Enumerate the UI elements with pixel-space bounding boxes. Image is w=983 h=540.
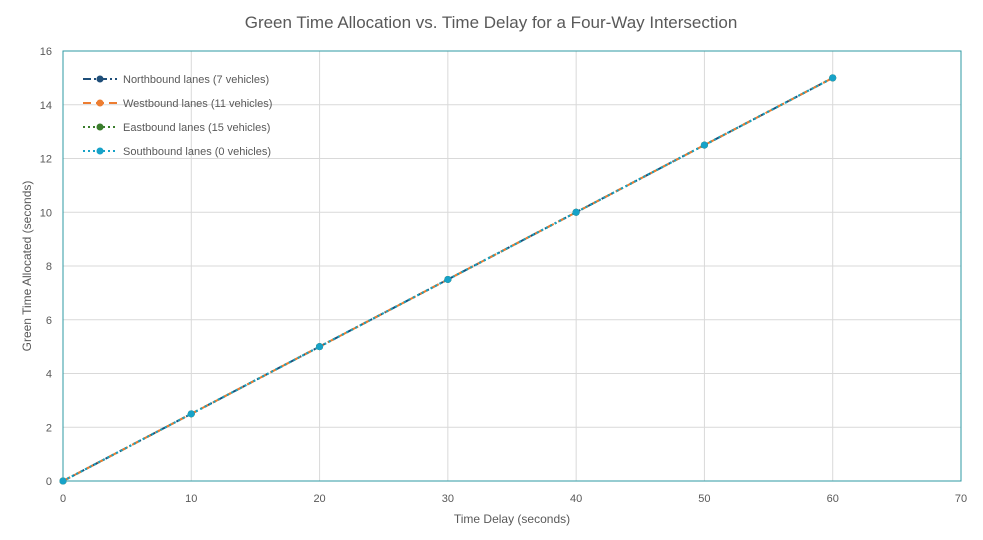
gridlines	[62, 50, 962, 482]
legend-label: Eastbound lanes (15 vehicles)	[123, 122, 270, 134]
y-tick-label: 6	[46, 315, 52, 327]
y-tick-label: 0	[46, 476, 52, 488]
y-axis-ticks: 0 2 4 6 8 10 12 14 16	[40, 46, 52, 488]
y-tick-label: 4	[46, 369, 52, 381]
legend: Northbound lanes (7 vehicles) Westbound l…	[83, 74, 272, 158]
x-tick-label: 20	[313, 493, 325, 505]
legend-marker	[96, 123, 104, 131]
data-point	[829, 74, 837, 82]
y-tick-label: 14	[40, 100, 52, 112]
y-tick-label: 8	[46, 261, 52, 273]
data-point	[444, 275, 452, 283]
x-tick-label: 70	[955, 493, 967, 505]
x-tick-label: 60	[827, 493, 839, 505]
data-point	[187, 410, 195, 418]
series-group	[59, 74, 837, 485]
x-axis-ticks: 0 10 20 30 40 50 60 70	[60, 493, 967, 505]
y-axis-title: Green Time Allocated (seconds)	[20, 181, 34, 352]
x-tick-label: 0	[60, 493, 66, 505]
chart-title: Green Time Allocation vs. Time Delay for…	[245, 13, 738, 32]
x-tick-label: 10	[185, 493, 197, 505]
x-tick-label: 30	[442, 493, 454, 505]
y-tick-label: 12	[40, 154, 52, 166]
legend-marker	[96, 99, 104, 107]
x-tick-label: 40	[570, 493, 582, 505]
x-axis-title: Time Delay (seconds)	[454, 512, 570, 526]
legend-marker	[96, 75, 104, 83]
data-point	[700, 141, 708, 149]
plot-area	[62, 50, 962, 482]
data-point	[572, 208, 580, 216]
legend-label: Westbound lanes (11 vehicles)	[123, 98, 272, 110]
y-tick-label: 16	[40, 46, 52, 58]
legend-label: Southbound lanes (0 vehicles)	[123, 146, 271, 158]
data-point	[59, 477, 67, 485]
legend-label: Northbound lanes (7 vehicles)	[123, 74, 269, 86]
x-tick-label: 50	[698, 493, 710, 505]
y-tick-label: 2	[46, 422, 52, 434]
data-point	[316, 343, 324, 351]
legend-marker	[96, 147, 104, 155]
y-tick-label: 10	[40, 207, 52, 219]
